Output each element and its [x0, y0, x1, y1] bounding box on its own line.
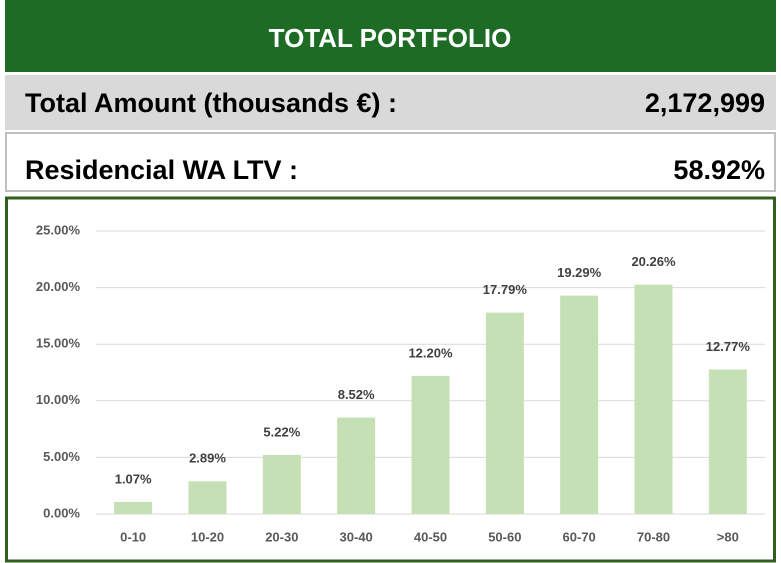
bar: [708, 369, 747, 514]
y-tick-label: 25.00%: [36, 222, 81, 237]
data-label: 1.07%: [115, 471, 152, 486]
x-tick-label: 30-40: [340, 529, 373, 544]
bar: [114, 501, 153, 514]
x-tick-label: 40-50: [414, 529, 447, 544]
page-title: TOTAL PORTFOLIO: [269, 23, 512, 53]
bar: [634, 284, 673, 514]
x-tick-label: 0-10: [120, 529, 146, 544]
data-label: 5.22%: [263, 424, 300, 439]
y-tick-label: 10.00%: [36, 392, 81, 407]
bar: [560, 295, 599, 514]
data-label: 12.77%: [706, 339, 751, 354]
y-tick-label: 0.00%: [43, 505, 80, 520]
data-label: 8.52%: [338, 387, 375, 402]
data-label: 2.89%: [189, 451, 226, 466]
bar: [337, 417, 376, 514]
data-label: 12.20%: [408, 345, 453, 360]
x-tick-label: 20-30: [265, 529, 298, 544]
bar: [188, 481, 227, 514]
row-band: [5, 132, 776, 192]
bar: [262, 454, 301, 514]
x-tick-label: >80: [717, 529, 739, 544]
bar: [485, 312, 524, 514]
chart-frame: [5, 196, 776, 563]
bar: [411, 375, 450, 514]
y-tick-label: 20.00%: [36, 279, 81, 294]
data-label: 17.79%: [483, 282, 528, 297]
x-tick-label: 60-70: [563, 529, 596, 544]
row-label: Total Amount (thousands €) :: [25, 88, 397, 118]
row-band: [5, 75, 776, 130]
data-label: 19.29%: [557, 265, 602, 280]
x-tick-label: 70-80: [637, 529, 670, 544]
row-value: 58.92%: [673, 155, 765, 185]
y-tick-label: 15.00%: [36, 336, 81, 351]
title-band: [5, 0, 776, 72]
y-tick-label: 5.00%: [43, 449, 80, 464]
data-label: 20.26%: [631, 254, 676, 269]
x-tick-label: 10-20: [191, 529, 224, 544]
x-tick-label: 50-60: [488, 529, 521, 544]
row-label: Residencial WA LTV :: [25, 155, 298, 185]
row-value: 2,172,999: [645, 88, 765, 118]
